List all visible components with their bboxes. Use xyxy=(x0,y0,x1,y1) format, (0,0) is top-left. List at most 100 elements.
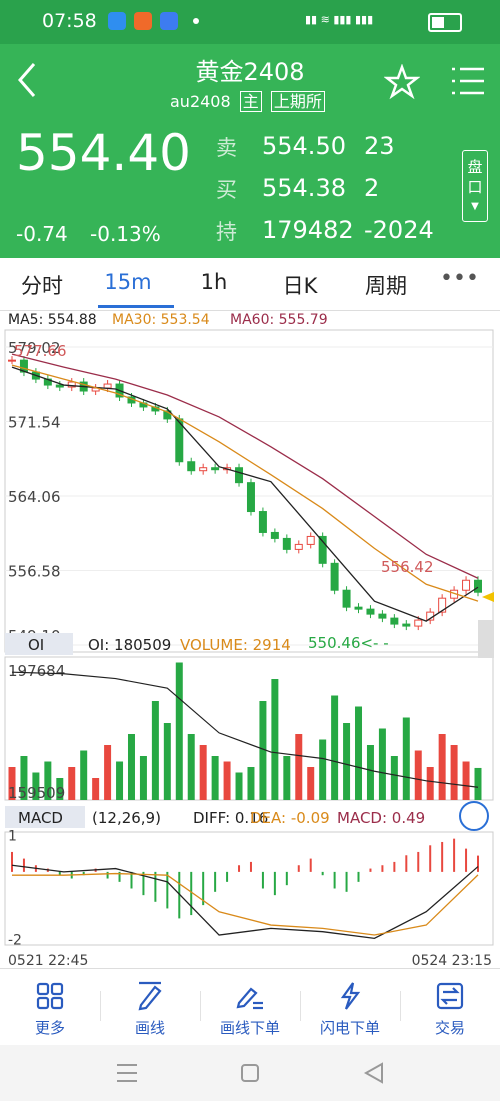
candle xyxy=(318,535,327,564)
toolbar-label: 更多 xyxy=(34,1019,65,1037)
volume-bar xyxy=(20,756,28,800)
tag: 主 xyxy=(239,91,262,112)
diff-line xyxy=(11,864,479,940)
volume-bar xyxy=(414,750,422,800)
volume-bar xyxy=(438,734,446,800)
volume-bar xyxy=(390,756,398,800)
volume-bar xyxy=(104,745,112,800)
toolbar-item[interactable]: 画线下单 xyxy=(200,969,300,1046)
macd-label: MACD: 0.49 xyxy=(337,809,425,827)
side-label: 盘口 xyxy=(467,158,483,196)
toolbar-icon xyxy=(236,987,263,1010)
volume-bar xyxy=(32,772,40,800)
toolbar-label: 交易 xyxy=(434,1019,465,1037)
volume-bar xyxy=(151,701,159,800)
y-tick-label: 159509 xyxy=(8,784,65,802)
volume-bar xyxy=(199,745,207,800)
toolbar-icon xyxy=(36,982,64,1010)
menu-button[interactable] xyxy=(450,66,486,96)
tab[interactable]: 分时 xyxy=(21,274,63,298)
app-icon xyxy=(134,12,152,30)
volume-bar xyxy=(378,728,386,800)
dot xyxy=(193,18,199,24)
candle xyxy=(19,359,28,373)
order-book-button[interactable]: 盘口 ▼ xyxy=(462,150,488,222)
row-qty: 2 xyxy=(364,174,380,202)
header: 黄金2408 au2408 主 上期所 554.40 -0.74 -0.13% … xyxy=(0,44,500,258)
fullscreen-button[interactable] xyxy=(459,801,489,831)
annotation: 577.66 xyxy=(14,342,67,360)
row-label: 持 xyxy=(216,220,237,244)
row-price: 554.38 xyxy=(262,174,346,202)
candle xyxy=(246,482,255,513)
y-tick-label: -2 xyxy=(8,932,22,948)
divider xyxy=(100,991,101,1021)
volume-bar xyxy=(343,723,351,800)
y-tick-label: 564.06 xyxy=(8,488,61,506)
volume-bar xyxy=(163,723,171,800)
volume-bar xyxy=(116,761,124,800)
volume-bar xyxy=(8,767,16,800)
x-axis-label: 0524 23:15 xyxy=(412,953,492,968)
indicator-tab xyxy=(5,633,73,655)
volume-bar xyxy=(426,767,434,800)
row-label: 卖 xyxy=(216,136,237,160)
tab[interactable]: 1h xyxy=(200,270,228,294)
toolbar-icon xyxy=(436,982,464,1010)
toolbar: 更多 画线 画线下单 闪电下单 交易 xyxy=(0,968,500,1046)
volume-bar xyxy=(462,761,470,800)
volume-bar xyxy=(402,717,410,800)
candle xyxy=(354,606,363,610)
tab[interactable]: 15m xyxy=(104,270,152,294)
toolbar-icon xyxy=(340,982,361,1010)
volume-bar xyxy=(68,767,76,800)
clock: 07:58 xyxy=(42,10,97,32)
ma-label: MA60: 555.79 xyxy=(230,312,328,328)
candle xyxy=(258,511,267,533)
volume-bar xyxy=(271,679,279,800)
divider xyxy=(200,991,201,1021)
tab-underline xyxy=(98,305,174,308)
toolbar-item[interactable]: 交易 xyxy=(400,969,500,1046)
macd-label: DIFF: 0.16 xyxy=(193,809,268,827)
volume-bar xyxy=(175,662,183,800)
nav-icons xyxy=(117,1062,383,1084)
tab[interactable]: 周期 xyxy=(365,274,407,298)
back-button[interactable] xyxy=(12,60,42,100)
volume-bar xyxy=(127,734,135,800)
volume-bar xyxy=(319,739,327,800)
more-tab[interactable]: ••• xyxy=(440,266,479,291)
candle xyxy=(402,623,411,627)
volume-bar xyxy=(474,767,482,800)
volume-bar xyxy=(80,750,88,800)
volume-bar xyxy=(247,767,255,800)
favorite-button[interactable] xyxy=(384,64,420,100)
volume-label: VOLUME: 2914 xyxy=(180,636,291,654)
candle xyxy=(103,383,112,389)
toolbar-item[interactable]: 画线 xyxy=(100,969,200,1046)
candle xyxy=(270,531,279,539)
volume-bar xyxy=(331,695,339,800)
ma-line xyxy=(11,353,479,579)
tab[interactable]: 日K xyxy=(282,274,318,298)
last-price: 554.40 xyxy=(16,124,191,182)
tag: 上期所 xyxy=(270,91,325,112)
candle xyxy=(55,384,64,388)
ma-label: MA5: 554.88 xyxy=(8,312,97,328)
candle xyxy=(438,597,447,613)
y-tick-label: 1 xyxy=(8,829,17,845)
toolbar-item[interactable]: 闪电下单 xyxy=(300,969,400,1046)
ma-line xyxy=(11,364,479,602)
volume-bar xyxy=(56,778,64,800)
row-qty: 23 xyxy=(364,132,395,160)
divider xyxy=(300,991,301,1021)
annotation: 556.42 xyxy=(381,558,434,576)
volume-bar xyxy=(283,756,291,800)
toolbar-item[interactable]: 更多 xyxy=(0,969,100,1046)
title: 黄金2408 xyxy=(195,58,305,86)
macd-label: (12,26,9) xyxy=(92,809,161,827)
candle xyxy=(187,461,196,472)
indicator-tab-label: MACD xyxy=(18,809,63,827)
volume-bar xyxy=(366,745,374,800)
dea-line xyxy=(12,872,479,936)
